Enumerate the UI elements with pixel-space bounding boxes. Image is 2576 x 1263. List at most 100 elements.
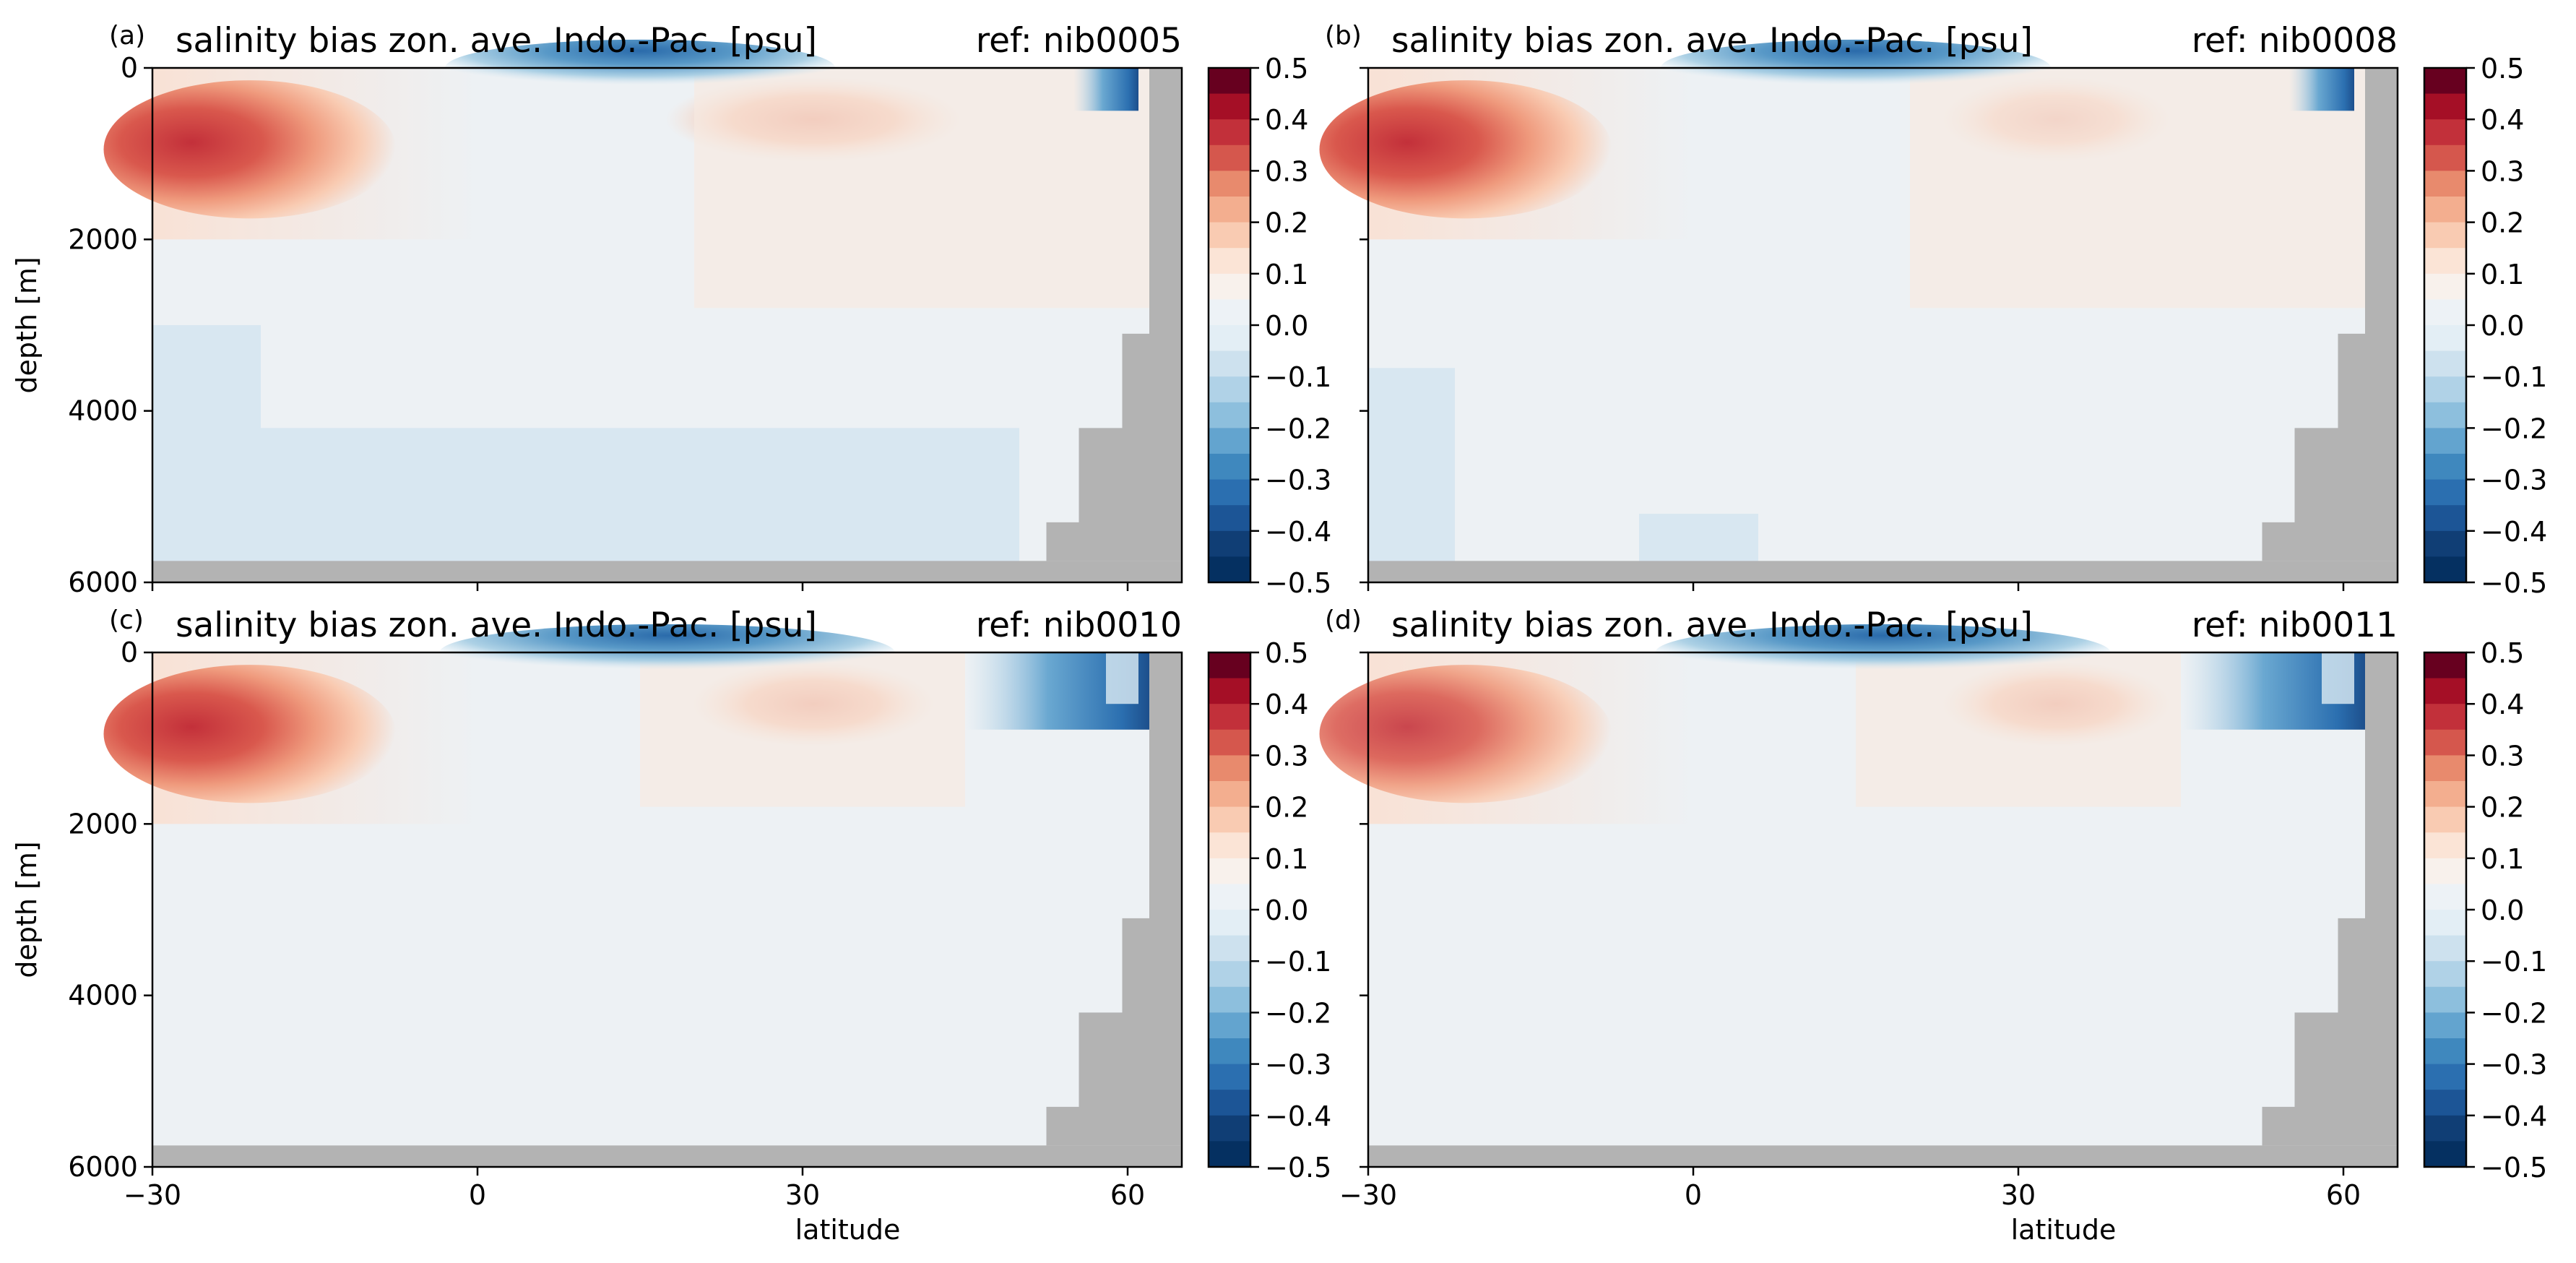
colorbar-tick-label: 0.3: [1265, 740, 1308, 772]
colorbar-tick-label: 0.2: [1265, 207, 1308, 239]
axes-frame: [151, 66, 1183, 584]
x-tick-label: 60: [2326, 1179, 2361, 1211]
colorbar-tick-label: −0.4: [1265, 516, 1331, 548]
y-tick-label: 4000: [68, 395, 138, 427]
colorbar-swatch: [1209, 248, 1250, 275]
colorbar-swatch: [2424, 530, 2466, 557]
colorbar-swatch: [2424, 145, 2466, 171]
colorbar-tick-label: −0.5: [2481, 567, 2547, 599]
field-south-salty-core: [103, 665, 397, 803]
land-bottom: [152, 1145, 1182, 1167]
y-axis-label: depth [m]: [11, 257, 43, 393]
y-tick-label: 0: [121, 637, 138, 668]
colorbar-swatch: [2424, 704, 2466, 730]
panel-label: (a): [109, 21, 145, 51]
colorbar-swatch: [1209, 273, 1250, 300]
colorbar-swatch: [2424, 376, 2466, 403]
panel-title: salinity bias zon. ave. Indo.-Pac. [psu]: [1391, 605, 2033, 645]
axes-frame: [1367, 66, 2399, 584]
colorbar-tick-label: 0.4: [2481, 104, 2524, 136]
y-tick-label: 0: [121, 52, 138, 84]
colorbar-swatch: [1209, 350, 1250, 377]
colorbar-tick-label: −0.3: [2481, 465, 2547, 496]
colorbar-tick-label: −0.4: [2481, 1100, 2547, 1132]
colorbar-swatch: [2424, 1064, 2466, 1090]
colorbar-tick-label: 0.1: [2481, 259, 2524, 290]
colorbar-swatch: [2424, 652, 2466, 679]
colorbar-tick-label: 0.0: [2481, 895, 2524, 926]
panel-label: (b): [1325, 21, 1362, 51]
colorbar-swatch: [1209, 171, 1250, 197]
colorbar-swatch: [2424, 222, 2466, 249]
colorbar-swatch: [1209, 1064, 1250, 1090]
colorbar-swatch: [1209, 781, 1250, 808]
colorbar-swatch: [1209, 556, 1250, 583]
colorbar-swatch: [2424, 93, 2466, 120]
colorbar-swatch: [2424, 1141, 2466, 1168]
colorbar-tick-label: 0.5: [2481, 637, 2524, 669]
colorbar-swatch: [1209, 119, 1250, 146]
panel-ref: ref: nib0005: [976, 21, 1182, 61]
panel-title: salinity bias zon. ave. Indo.-Pac. [psu]: [176, 21, 817, 61]
colorbar-swatch: [2424, 781, 2466, 808]
y-tick-label: 2000: [68, 808, 138, 840]
colorbar-tick-label: −0.4: [2481, 516, 2547, 548]
colorbar-tick-label: 0.4: [2481, 689, 2524, 720]
colorbar: 0.5 0.4 0.3 0.2 0.1 0.0 −0.1 −0.2 −0.3 −0.4 −0.5: [1207, 53, 1331, 599]
land-east-wall: [2262, 68, 2398, 561]
colorbar-swatch: [1209, 1141, 1250, 1168]
colorbar-tick-label: −0.5: [2481, 1152, 2547, 1184]
colorbar-tick-label: −0.3: [2481, 1049, 2547, 1081]
colorbar-swatch: [1209, 832, 1250, 859]
field-deep-anomaly: [2322, 652, 2354, 704]
land-bottom: [152, 561, 1182, 582]
x-tick-label: 0: [469, 1179, 486, 1211]
colorbar-swatch: [2424, 832, 2466, 859]
colorbar-tick-label: 0.4: [1265, 689, 1308, 720]
colorbar-swatch: [2424, 273, 2466, 300]
colorbar: 0.5 0.4 0.3 0.2 0.1 0.0 −0.1 −0.2 −0.3 −0.4 −0.5: [2423, 637, 2547, 1184]
land-east-wall: [2262, 652, 2398, 1146]
field-south-salty-core: [1319, 665, 1612, 803]
colorbar-swatch: [2424, 961, 2466, 988]
colorbar-tick-label: 0.0: [2481, 310, 2524, 342]
colorbar-swatch: [2424, 299, 2466, 326]
y-tick-label: 4000: [68, 980, 138, 1012]
land-east-wall: [1046, 68, 1182, 561]
colorbar-swatch: [1209, 884, 1250, 910]
panel-a: 0 2000 4000 6000 (a) salinity bias zon. ave. …: [11, 21, 1331, 599]
axes-frame: [1367, 651, 2399, 1168]
x-tick-label: 30: [785, 1179, 820, 1211]
colorbar-swatch: [1209, 1115, 1250, 1142]
colorbar-swatch: [1209, 299, 1250, 326]
panel-ref: ref: nib0011: [2192, 605, 2398, 645]
panel-ref: ref: nib0010: [976, 605, 1182, 645]
colorbar-swatch: [2424, 755, 2466, 782]
x-axis-label: latitude: [795, 1214, 901, 1246]
panel-ref: ref: nib0008: [2192, 21, 2398, 61]
colorbar: 0.5 0.4 0.3 0.2 0.1 0.0 −0.1 −0.2 −0.3 −0.4 −0.5: [1207, 637, 1331, 1184]
colorbar-tick-label: −0.1: [2481, 946, 2547, 978]
colorbar-tick-label: 0.5: [2481, 53, 2524, 85]
colorbar-swatch: [1209, 428, 1250, 454]
panel-label: (c): [109, 605, 144, 635]
colorbar-swatch: [1209, 93, 1250, 120]
colorbar-swatch: [2424, 858, 2466, 884]
field-south-salty-core: [103, 80, 397, 219]
colorbar-tick-label: 0.2: [1265, 792, 1308, 824]
x-tick-label: 60: [1110, 1179, 1145, 1211]
colorbar-swatch: [2424, 884, 2466, 910]
field-north-fresh: [1073, 68, 1138, 111]
colorbar-tick-label: −0.1: [1265, 361, 1331, 393]
colorbar-tick-label: 0.3: [2481, 740, 2524, 772]
land-bottom: [1368, 1145, 2398, 1167]
colorbar-swatch: [1209, 986, 1250, 1013]
colorbar-swatch: [2424, 325, 2466, 352]
colorbar-swatch: [2424, 171, 2466, 197]
colorbar-swatch: [1209, 1012, 1250, 1039]
y-axis-label: depth [m]: [11, 841, 43, 978]
x-tick-label: −30: [124, 1179, 181, 1211]
colorbar-tick-label: 0.0: [1265, 310, 1308, 342]
colorbar-tick-label: −0.1: [1265, 946, 1331, 978]
